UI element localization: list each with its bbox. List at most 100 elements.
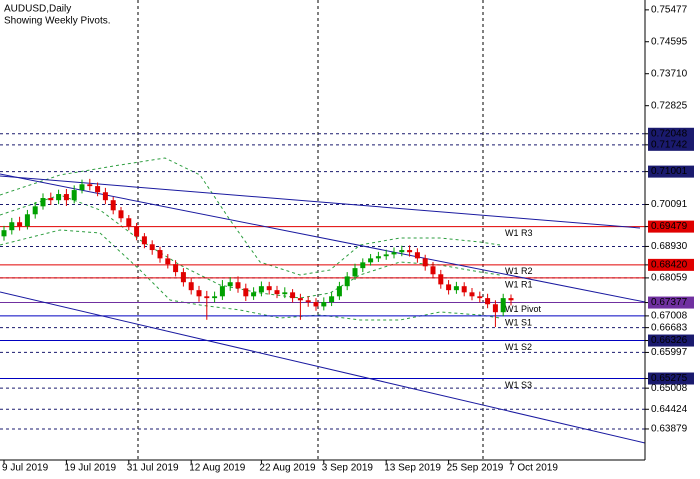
candle-body bbox=[212, 296, 218, 299]
candle-body bbox=[188, 282, 194, 291]
y-tick-label: 0.67377 bbox=[651, 297, 688, 308]
candle-body bbox=[141, 236, 147, 245]
x-tick-label: 22 Aug 2019 bbox=[259, 463, 316, 474]
candle-body bbox=[32, 206, 38, 215]
candle-body bbox=[407, 250, 413, 253]
y-tick-label: 0.65275 bbox=[651, 373, 688, 384]
y-tick-box bbox=[648, 127, 694, 140]
candle-body bbox=[305, 300, 311, 303]
candle-body bbox=[157, 250, 163, 259]
y-tick-box bbox=[648, 296, 694, 309]
candle-body bbox=[391, 252, 397, 255]
candle-body bbox=[360, 262, 366, 269]
candle-body bbox=[95, 186, 101, 193]
y-tick-box bbox=[648, 372, 694, 385]
y-tick-box bbox=[648, 334, 694, 347]
y-tick-label: 0.69479 bbox=[651, 221, 688, 232]
candle-body bbox=[243, 288, 249, 297]
candle-body bbox=[71, 190, 77, 201]
candle-body bbox=[126, 218, 132, 227]
y-tick-label: 0.63879 bbox=[651, 424, 688, 435]
x-tick-label: 9 Jul 2019 bbox=[2, 463, 49, 474]
candle-body bbox=[290, 292, 296, 299]
candle-body bbox=[149, 244, 155, 251]
candle-body bbox=[40, 198, 46, 207]
candle-body bbox=[274, 290, 280, 295]
y-tick-label: 0.67008 bbox=[651, 311, 688, 322]
pivot-label: W1 R2 bbox=[505, 266, 533, 276]
x-tick-label: 25 Sep 2019 bbox=[447, 463, 504, 474]
candle-body bbox=[453, 286, 459, 291]
x-tick-label: 3 Sep 2019 bbox=[322, 463, 374, 474]
y-tick-box bbox=[648, 258, 694, 271]
trendline bbox=[0, 175, 641, 229]
candle-body bbox=[352, 268, 358, 277]
candle-body bbox=[17, 222, 23, 227]
candle-body bbox=[383, 254, 389, 257]
candle-body bbox=[461, 286, 467, 293]
y-tick-box bbox=[648, 220, 694, 233]
y-tick-label: 0.66683 bbox=[651, 322, 688, 333]
candle-body bbox=[329, 296, 335, 303]
candle-body bbox=[492, 304, 498, 313]
y-tick-label: 0.75477 bbox=[651, 5, 688, 16]
candle-body bbox=[500, 298, 506, 313]
pivot-label: W1 R3 bbox=[505, 228, 533, 238]
y-tick-label: 0.73710 bbox=[651, 68, 688, 79]
candle-body bbox=[9, 222, 15, 231]
candle-body bbox=[313, 302, 319, 307]
candle-body bbox=[469, 292, 475, 297]
candle-body bbox=[321, 302, 327, 307]
candle-body bbox=[219, 286, 225, 297]
x-tick-label: 7 Oct 2019 bbox=[509, 463, 558, 474]
candle-body bbox=[87, 184, 93, 187]
candle-body bbox=[102, 192, 108, 201]
candle-body bbox=[110, 200, 116, 211]
y-tick-label: 0.72825 bbox=[651, 100, 688, 111]
candle-body bbox=[446, 284, 452, 291]
y-tick-label: 0.71742 bbox=[651, 139, 688, 150]
y-tick-label: 0.65997 bbox=[651, 347, 688, 358]
candle-body bbox=[1, 230, 7, 237]
candle-body bbox=[204, 296, 210, 299]
envelope-upper bbox=[0, 157, 501, 276]
trendline bbox=[0, 291, 646, 444]
candle-body bbox=[375, 256, 381, 259]
y-tick-label: 0.72048 bbox=[651, 128, 688, 139]
y-tick-label: 0.68930 bbox=[651, 241, 688, 252]
candle-body bbox=[79, 184, 85, 191]
x-tick-label: 12 Aug 2019 bbox=[189, 463, 246, 474]
candle-body bbox=[430, 266, 436, 275]
candle-body bbox=[438, 274, 444, 285]
y-tick-box bbox=[648, 138, 694, 151]
chart-title: AUDUSD,Daily bbox=[4, 4, 71, 15]
levels: W1 R3 W1 R2 W1 R1 W1 Pivot W1 S1 W1 S2 W1 S3 bbox=[0, 133, 645, 430]
y-tick-label: 0.71001 bbox=[651, 166, 688, 177]
envelope-lower bbox=[0, 229, 501, 321]
pivot-label: W1 S1 bbox=[505, 317, 532, 327]
candle-body bbox=[258, 286, 264, 293]
candle-body bbox=[336, 286, 342, 297]
candle-body bbox=[173, 264, 179, 273]
y-tick-label: 0.64424 bbox=[651, 404, 688, 415]
pivot-label: W1 Pivot bbox=[505, 304, 542, 314]
candle-body bbox=[235, 282, 241, 289]
x-tick-label: 19 Jul 2019 bbox=[64, 463, 116, 474]
candle-body bbox=[251, 292, 257, 297]
x-tick-label: 31 Jul 2019 bbox=[127, 463, 179, 474]
candle-body bbox=[63, 194, 69, 201]
x-tick-label: 13 Sep 2019 bbox=[384, 463, 441, 474]
candles bbox=[1, 178, 514, 328]
candle-body bbox=[422, 258, 428, 267]
pivot-label: W1 S2 bbox=[505, 342, 532, 352]
candle-body bbox=[368, 258, 374, 263]
pivot-label: W1 R1 bbox=[505, 279, 533, 289]
candle-body bbox=[266, 286, 272, 291]
candle-body bbox=[56, 194, 62, 201]
candle-body bbox=[24, 214, 30, 227]
candle-body bbox=[134, 226, 140, 237]
candle-body bbox=[227, 282, 233, 287]
y-tick-label: 0.68420 bbox=[651, 260, 688, 271]
